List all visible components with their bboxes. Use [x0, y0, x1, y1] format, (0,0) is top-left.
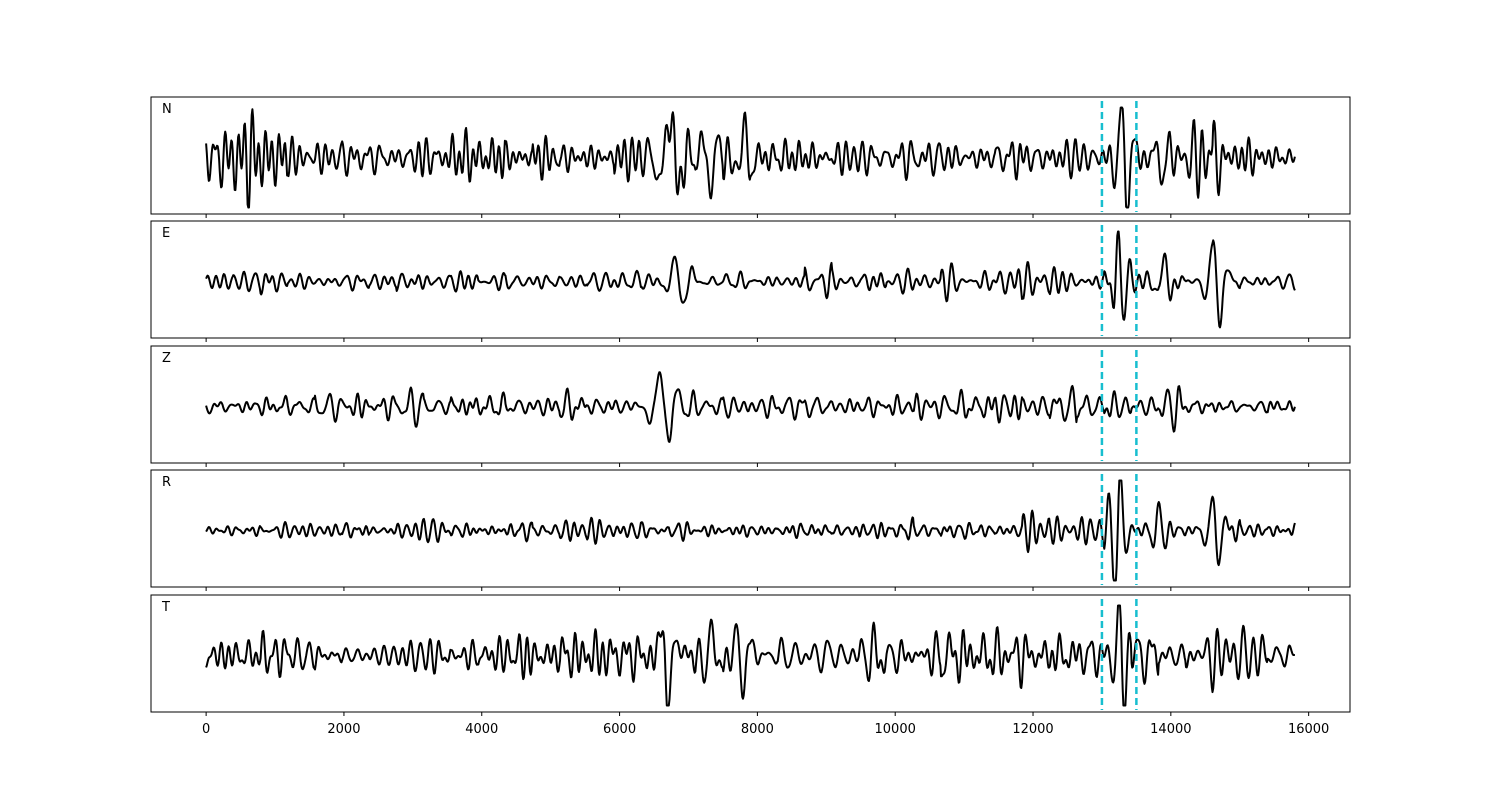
panel-frame [150, 594, 1351, 713]
trace-e [205, 230, 1296, 329]
panel-frame [150, 345, 1351, 464]
panel-label: T [161, 600, 170, 615]
x-tick-label: 4000 [465, 722, 498, 737]
x-tick-label: 8000 [741, 722, 774, 737]
panel-frame [150, 96, 1351, 215]
panels-group: N E Z R T [150, 96, 1351, 716]
panel-z: Z [150, 345, 1351, 467]
x-tick-label: 2000 [327, 722, 360, 737]
x-tick-label: 14000 [1150, 722, 1191, 737]
panel-label: R [162, 475, 171, 490]
panel-label: E [162, 226, 170, 241]
panel-t: T [150, 594, 1351, 716]
x-axis: 0 2000 4000 6000 8000 10000 12000 14000 16000 [202, 722, 1329, 737]
trace-z [205, 371, 1296, 443]
panel-r: R [150, 469, 1351, 591]
x-tick-label: 10000 [875, 722, 916, 737]
x-tick-label: 16000 [1288, 722, 1329, 737]
panel-frame [150, 469, 1351, 588]
x-tick-label: 12000 [1012, 722, 1053, 737]
x-tick-label: 0 [202, 722, 210, 737]
trace-r [205, 479, 1296, 582]
panel-label: N [162, 102, 172, 117]
trace-n [205, 106, 1296, 209]
panel-frame [150, 220, 1351, 339]
panel-e: E [150, 220, 1351, 342]
panel-label: Z [162, 351, 171, 366]
trace-t [205, 604, 1296, 707]
panel-n: N [150, 96, 1351, 218]
x-tick-label: 6000 [603, 722, 636, 737]
